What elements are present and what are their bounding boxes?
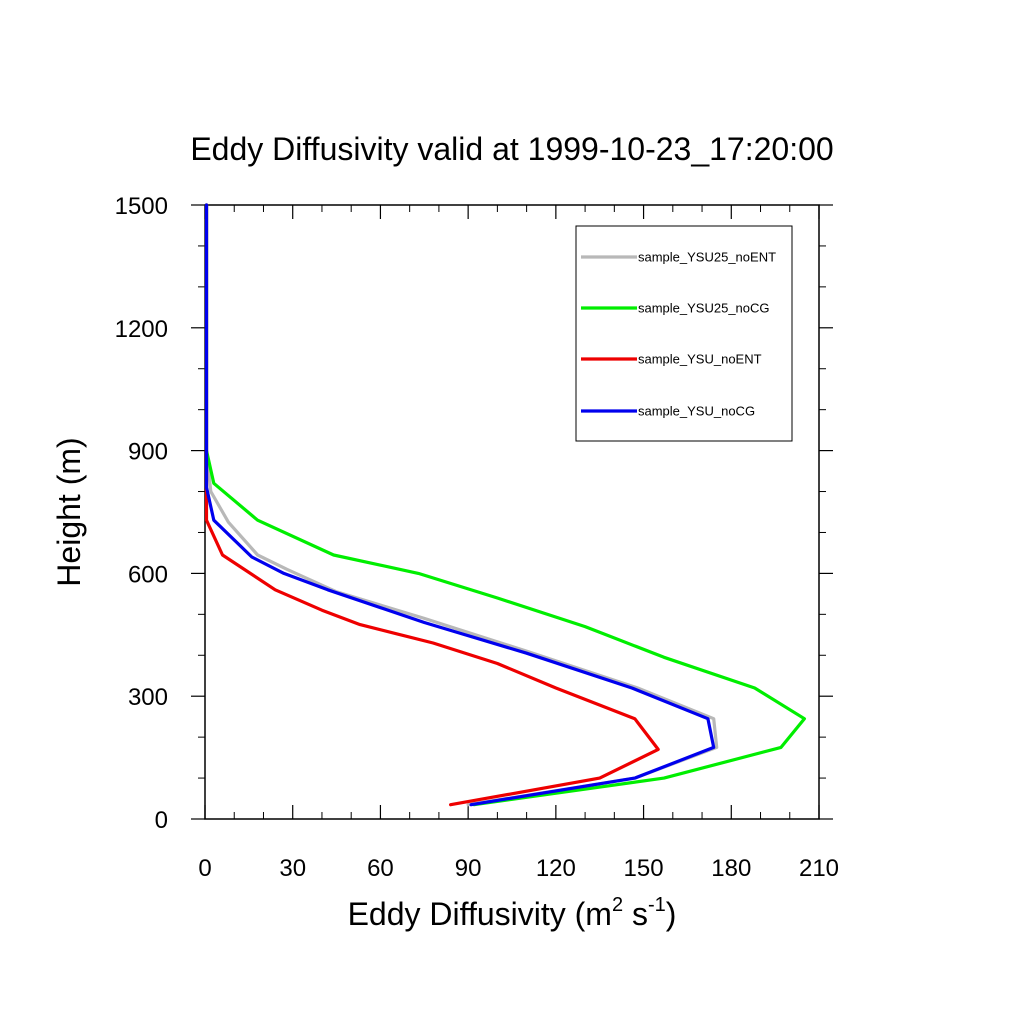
x-axis-label: Eddy Diffusivity (m2 s-1): [348, 894, 677, 932]
x-axis-label-close: ): [666, 896, 677, 932]
x-tick-label-5: 150: [624, 855, 664, 882]
x-tick-label-1: 30: [279, 855, 306, 882]
y-tick-label-2: 600: [128, 561, 168, 588]
x-tick-labels: 0 30 60 90 120 150 180 210: [198, 855, 839, 882]
x-tick-label-3: 90: [455, 855, 482, 882]
y-tick-label-3: 900: [128, 439, 168, 466]
x-axis-label-units-s: s: [623, 896, 648, 932]
legend-label-sample_YSU_noCG: sample_YSU_noCG: [638, 404, 755, 419]
chart-title: Eddy Diffusivity valid at 1999-10-23_17:…: [190, 131, 833, 167]
x-tick-label-4: 120: [536, 855, 576, 882]
legend-label-sample_YSU25_noENT: sample_YSU25_noENT: [638, 250, 776, 265]
y-tick-label-1: 300: [128, 684, 168, 711]
x-tick-label-2: 60: [367, 855, 394, 882]
series-lines: [204, 203, 807, 807]
x-axis-label-sup-minus1: -1: [648, 894, 666, 916]
x-tick-label-7: 210: [799, 855, 839, 882]
legend-box: [575, 225, 793, 442]
x-tick-label-0: 0: [198, 855, 211, 882]
legend-entries: sample_YSU25_noENT sample_YSU25_noCGsampl…: [581, 250, 776, 419]
series-line-sample_YSU_noCG: [204, 203, 716, 807]
y-axis-label: Height (m): [51, 437, 87, 586]
y-tick-label-5: 1500: [115, 193, 168, 220]
y-tick-labels: 0 300 600 900 1200 1500: [115, 193, 168, 834]
y-tick-label-4: 1200: [115, 316, 168, 343]
y-tick-label-0: 0: [155, 807, 168, 834]
legend-label-sample_YSU25_noCG: sample_YSU25_noCG: [638, 301, 770, 316]
legend-label-sample_YSU_noENT: sample_YSU_noENT: [638, 352, 762, 367]
legend: sample_YSU25_noENT sample_YSU25_noCGsampl…: [575, 225, 793, 442]
series-line-sample_YSU25_noCG: [204, 203, 807, 807]
x-tick-label-6: 180: [711, 855, 751, 882]
x-axis-label-sup-2: 2: [612, 894, 623, 916]
axis-ticks: [191, 204, 833, 820]
